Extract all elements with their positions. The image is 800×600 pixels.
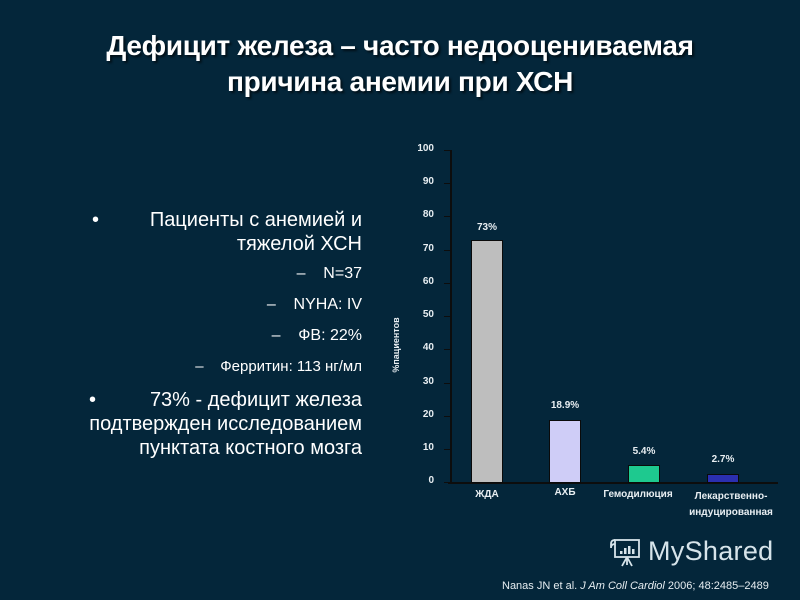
category-label: Гемодилюция bbox=[603, 489, 673, 500]
y-tick: 10 bbox=[422, 442, 434, 453]
citation-journal: J Am Coll Cardiol bbox=[580, 580, 665, 592]
category-label: Лекарственно- индуцированная bbox=[676, 489, 786, 521]
sub-bullet-text: ФВ: 22% bbox=[298, 327, 362, 344]
citation-details: 2006; 48:2485–2489 bbox=[667, 580, 769, 592]
y-tick: 60 bbox=[422, 276, 434, 287]
sub-bullet-text: N=37 bbox=[323, 265, 362, 282]
y-tick: 20 bbox=[422, 409, 434, 420]
y-tick: 40 bbox=[422, 342, 434, 353]
dash-glyph: – bbox=[271, 327, 281, 344]
y-tickmark bbox=[444, 216, 450, 217]
dash-glyph: – bbox=[195, 358, 204, 375]
category-label-line: Лекарственно- bbox=[694, 491, 768, 502]
y-tick: 30 bbox=[422, 376, 434, 387]
bullet-patients: • Пациенты с анемией и тяжелой ХСН bbox=[40, 208, 362, 256]
title-line-2: причина анемии при ХСН bbox=[226, 66, 574, 97]
category-label: АХБ bbox=[554, 487, 576, 498]
y-tickmark bbox=[444, 383, 450, 384]
bar-value-label: 5.4% bbox=[632, 446, 656, 457]
title-line-1: Дефицит железа – часто недооцениваемая bbox=[106, 30, 694, 61]
myshared-logo[interactable]: MyShared bbox=[608, 534, 773, 568]
y-tickmark bbox=[444, 150, 450, 151]
bar-value-label: 73% bbox=[476, 222, 497, 233]
bullet-text-line: тяжелой ХСН bbox=[236, 233, 362, 255]
y-tick: 50 bbox=[422, 309, 434, 320]
x-axis bbox=[448, 482, 778, 484]
y-tick: 70 bbox=[422, 243, 434, 254]
bar-hemodilution bbox=[628, 465, 660, 483]
bullet-glyph: • bbox=[89, 389, 97, 411]
y-tick: 90 bbox=[422, 176, 434, 187]
bar-acd bbox=[549, 420, 581, 483]
sub-bullet-ef: – ФВ: 22% bbox=[40, 326, 362, 346]
y-tickmark bbox=[444, 416, 450, 417]
slide-title: Дефицит железа – часто недооцениваемая п… bbox=[0, 28, 800, 100]
sub-bullet-text: Ферритин: 113 нг/мл bbox=[220, 358, 362, 375]
sub-bullet-nyha: – NYHA: IV bbox=[40, 295, 362, 315]
bullet-text-line: 73% - дефицит железа bbox=[149, 389, 362, 411]
y-tick: 80 bbox=[422, 209, 434, 220]
y-tickmark bbox=[444, 449, 450, 450]
y-tickmark bbox=[444, 250, 450, 251]
y-tickmark bbox=[444, 283, 450, 284]
bullet-iron-deficiency: • 73% - дефицит железа подтвержден иссле… bbox=[40, 388, 362, 460]
bar-value-label: 18.9% bbox=[550, 400, 580, 411]
dash-glyph: – bbox=[296, 265, 306, 282]
y-tickmark bbox=[444, 316, 450, 317]
y-tickmark bbox=[444, 183, 450, 184]
y-axis bbox=[450, 150, 452, 483]
bar-ida bbox=[471, 240, 503, 483]
y-tick: 100 bbox=[417, 143, 434, 154]
category-label-line: индуцированная bbox=[689, 507, 773, 518]
sub-bullet-text: NYHA: IV bbox=[293, 296, 362, 313]
y-tickmark bbox=[444, 349, 450, 350]
dash-glyph: – bbox=[266, 296, 276, 313]
bullet-glyph: • bbox=[92, 209, 100, 231]
logo-text: MyShared bbox=[648, 535, 774, 566]
presentation-board-icon bbox=[610, 539, 640, 567]
bar-chart: %пациентов 100 90 80 70 60 50 40 30 20 1… bbox=[380, 140, 800, 540]
bar-value-label: 2.7% bbox=[711, 454, 735, 465]
bullet-text-line: Пациенты с анемией и bbox=[149, 209, 362, 231]
bullet-text-line: подтвержден исследованием bbox=[89, 413, 362, 435]
sub-bullet-ferritin: – Ферритин: 113 нг/мл bbox=[40, 357, 362, 377]
y-tickmark bbox=[444, 482, 450, 483]
citation: Nanas JN et al. J Am Coll Cardiol 2006; … bbox=[502, 580, 769, 592]
citation-authors: Nanas JN et al. bbox=[502, 580, 578, 592]
bullet-list: • Пациенты с анемией и тяжелой ХСН – N=3… bbox=[40, 208, 362, 466]
y-axis-label: %пациентов bbox=[391, 317, 401, 373]
bar-drug-induced bbox=[707, 474, 739, 483]
y-tick: 0 bbox=[428, 475, 434, 486]
sub-bullet-n: – N=37 bbox=[40, 264, 362, 284]
category-label: ЖДА bbox=[475, 489, 499, 500]
bullet-text-line: пунктата костного мозга bbox=[139, 437, 362, 459]
